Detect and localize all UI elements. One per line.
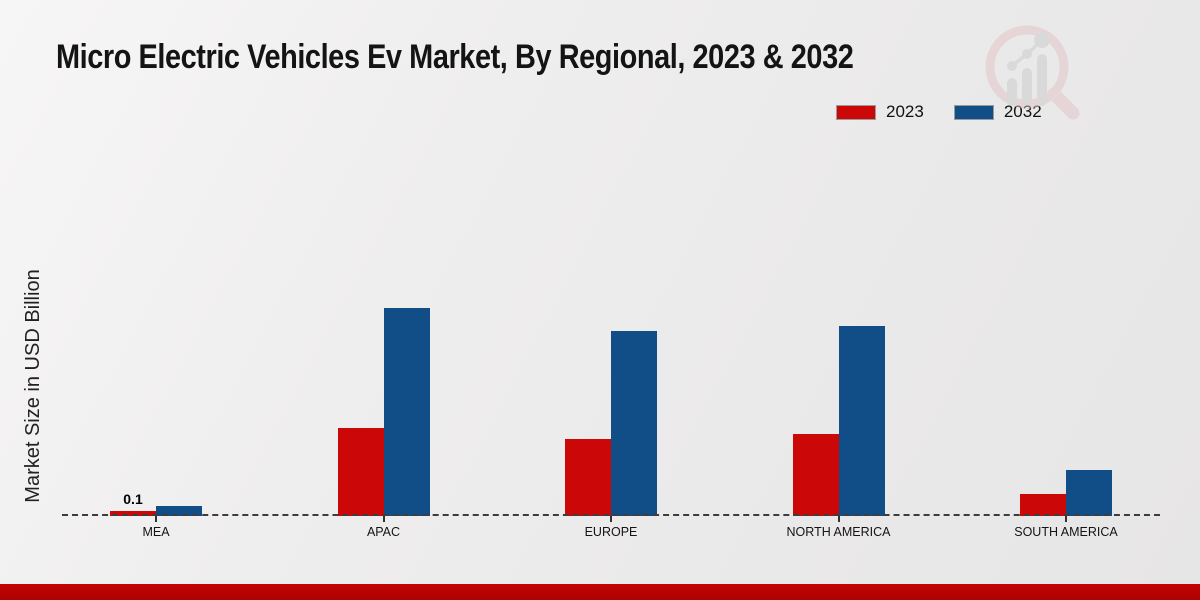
x-axis-baseline bbox=[62, 514, 1160, 516]
axis-tick-mea bbox=[155, 516, 157, 522]
bar-2032-south-america bbox=[1066, 469, 1112, 516]
legend-swatch-2032 bbox=[953, 104, 994, 120]
legend-item-2023: 2023 bbox=[836, 102, 924, 122]
bar-2032-europe bbox=[611, 330, 657, 516]
axis-tick-south-america bbox=[1065, 516, 1067, 522]
chart-title: Micro Electric Vehicles Ev Market, By Re… bbox=[56, 38, 854, 76]
bar-2032-north-america bbox=[838, 325, 885, 516]
legend-swatch-2023 bbox=[836, 104, 876, 120]
bar-2023-mea bbox=[110, 511, 156, 516]
axis-tick-europe bbox=[610, 516, 612, 522]
axis-tick-apac bbox=[382, 516, 385, 522]
bar-2032-apac bbox=[383, 307, 430, 516]
category-label-apac: APAC bbox=[366, 525, 401, 539]
bar-2023-north-america bbox=[792, 433, 839, 516]
category-label-mea: MEA bbox=[142, 525, 170, 539]
category-label-europe: EUROPE bbox=[584, 525, 638, 539]
data-label-mea-2023: 0.1 bbox=[123, 491, 143, 507]
bottom-red-band bbox=[0, 584, 1200, 600]
category-label-north-america: NORTH AMERICA bbox=[786, 525, 891, 539]
axis-tick-north-america bbox=[837, 516, 840, 522]
bar-2023-apac bbox=[337, 428, 384, 516]
market-research-logo-icon bbox=[985, 25, 1080, 120]
bar-2023-south-america bbox=[1020, 493, 1066, 516]
bar-2032-mea bbox=[156, 505, 202, 516]
category-label-south-america: SOUTH AMERICA bbox=[1014, 525, 1118, 539]
bar-2023-europe bbox=[565, 438, 611, 516]
legend-label-2023: 2023 bbox=[886, 102, 924, 121]
